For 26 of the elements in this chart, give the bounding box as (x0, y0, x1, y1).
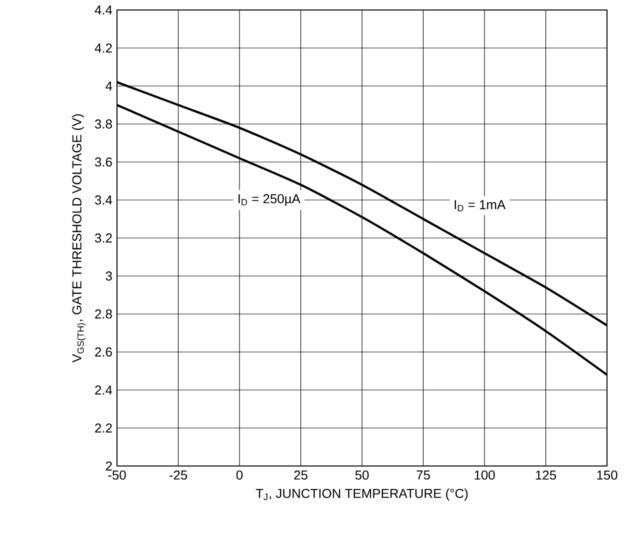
y-tick-label: 3 (106, 271, 112, 281)
y-tick-label: 2.6 (95, 347, 112, 357)
y-tick-label: 2.8 (95, 309, 112, 319)
x-tick-label: -25 (169, 470, 188, 480)
y-tick-label: 3.2 (94, 233, 112, 243)
series-label: I$_{D}$ = 1mA (454, 200, 506, 212)
y-tick-label: 3.4 (94, 195, 112, 205)
y-tick-label: 3.6 (94, 157, 112, 167)
x-tick-label: 125 (536, 470, 556, 480)
y-axis-title: V$_{GS(TH)}$, GATE THRESHOLD VOLTAGE (V) (72, 114, 86, 362)
y-tick-label: 4.4 (94, 6, 112, 14)
x-tick-label: 50 (355, 470, 369, 480)
series-label: I$_{D}$ = 250µA (238, 194, 300, 206)
y-tick-label: 2 (106, 461, 112, 471)
y-tick-label: 3.8 (94, 119, 112, 129)
x-tick-label: 150 (597, 470, 618, 480)
y-tick-label: 4.2 (94, 43, 112, 53)
x-axis-title: T$_{J}$, JUNCTION TEMPERATURE (°C) (256, 488, 468, 501)
x-tick-label: 25 (294, 470, 308, 480)
y-tick-label: 2.2 (95, 423, 112, 433)
x-tick-label: 100 (474, 470, 495, 480)
x-tick-label: -50 (108, 470, 126, 480)
y-tick-label: 2.4 (95, 385, 112, 395)
x-tick-label: 0 (236, 470, 243, 480)
x-tick-label: 75 (416, 470, 430, 480)
y-tick-label: 4 (106, 82, 112, 90)
